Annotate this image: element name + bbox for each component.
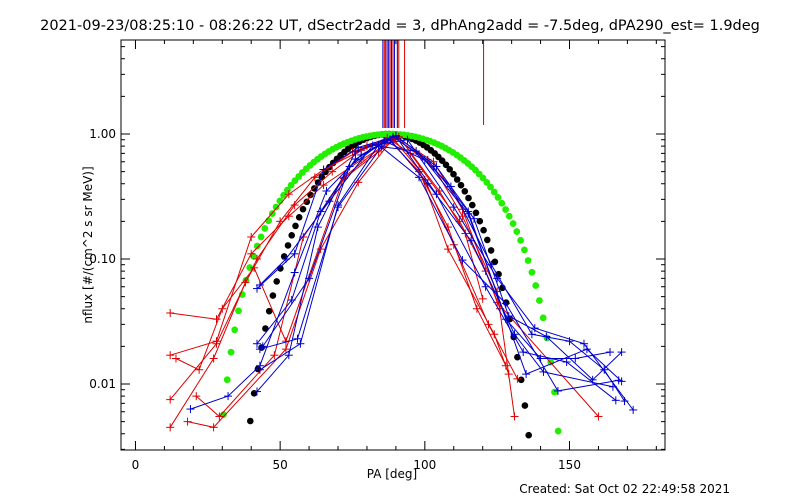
black-model-point <box>521 402 529 409</box>
x-tick-label: 100 <box>413 458 436 472</box>
green-model-point <box>250 252 257 260</box>
green-model-point <box>491 188 498 196</box>
red-series-line-5 <box>195 136 484 418</box>
green-model-point <box>287 181 295 189</box>
black-model-point <box>307 191 314 199</box>
x-tick-label: 150 <box>558 458 581 472</box>
green-model-point <box>521 246 528 254</box>
green-model-point <box>524 257 532 264</box>
black-model-point <box>450 170 457 178</box>
y-tick-label: 0.10 <box>89 252 116 266</box>
green-model-point <box>261 225 269 232</box>
black-model-point <box>457 181 465 189</box>
black-model-point <box>480 226 487 234</box>
x-tick-label: 0 <box>132 458 140 472</box>
black-model-point <box>453 176 461 183</box>
black-model-point <box>247 417 254 425</box>
black-model-point <box>265 307 273 315</box>
green-model-point <box>528 269 536 276</box>
green-model-point <box>483 179 491 186</box>
black-model-point <box>299 205 307 213</box>
green-model-point <box>554 427 562 435</box>
green-model-point <box>539 314 547 322</box>
green-model-point <box>517 237 524 244</box>
green-model-point <box>235 307 242 315</box>
green-model-point <box>272 203 280 211</box>
green-model-point <box>513 228 521 235</box>
green-model-point <box>536 297 543 304</box>
y-axis-label: nflux [#/(cm^2 s sr MeV)] <box>81 166 95 323</box>
green-model-point <box>276 197 284 205</box>
x-tick-label: 50 <box>273 458 288 472</box>
blue-series-line-1 <box>190 136 611 410</box>
plot-frame <box>120 39 666 451</box>
y-tick-label: 0.01 <box>89 377 116 391</box>
data-series <box>166 131 638 432</box>
green-model-point <box>265 217 272 224</box>
black-model-point <box>292 222 299 230</box>
black-model-point <box>472 209 480 217</box>
axes: 0 50 100 150 0.01 0.10 1.00 PA [deg] nflux [#/(c… <box>81 40 665 481</box>
black-model-point <box>273 278 281 285</box>
black-model-point <box>303 198 311 206</box>
green-model-point <box>479 174 487 182</box>
green-model-point <box>509 220 517 227</box>
green-model-point <box>223 376 231 384</box>
black-model-point <box>491 258 499 266</box>
black-model-point <box>461 188 469 195</box>
green-model-point <box>502 206 509 213</box>
green-model-point <box>532 282 539 289</box>
black-model-point <box>517 376 525 384</box>
black-model-point <box>484 236 491 244</box>
black-model-point <box>442 161 450 169</box>
black-model-point <box>446 166 454 173</box>
black-model-point <box>476 217 484 225</box>
chart-title: 2021-09-23/08:25:10 - 08:26:22 UT, dSect… <box>40 18 760 34</box>
green-model-point <box>506 212 513 220</box>
green-model-point <box>280 192 287 199</box>
green-model-point <box>257 233 265 241</box>
blue-series-line-6 <box>259 139 634 411</box>
created-timestamp: Created: Sat Oct 02 22:49:58 2021 <box>519 482 730 496</box>
green-model-point <box>246 264 254 271</box>
black-model-point <box>262 325 269 332</box>
black-model-point <box>288 232 296 239</box>
green-model-point <box>231 326 238 334</box>
green-model-point <box>291 177 299 184</box>
black-model-point <box>465 194 472 202</box>
blue-series-line-3 <box>256 135 617 401</box>
red-series-line-2 <box>170 136 599 417</box>
green-model-point <box>498 199 506 207</box>
model-curves <box>220 130 562 439</box>
black-model-point <box>269 292 277 299</box>
vertical-markers <box>382 40 485 128</box>
blue-series-line-2 <box>256 139 614 388</box>
blue-series-line-7 <box>259 146 625 402</box>
black-model-point <box>525 431 532 439</box>
x-axis-label: PA [deg] <box>367 467 417 481</box>
green-model-point <box>551 388 558 396</box>
green-model-point <box>227 348 235 356</box>
green-model-point <box>487 183 494 191</box>
black-model-point <box>295 214 303 221</box>
black-model-point <box>284 242 292 249</box>
black-model-point <box>487 247 495 254</box>
black-model-point <box>250 390 258 397</box>
red-series-line-7 <box>187 137 510 428</box>
green-model-point <box>494 194 502 201</box>
black-model-point <box>469 201 476 209</box>
green-model-point <box>253 242 261 250</box>
y-tick-label: 1.00 <box>89 127 116 141</box>
black-model-point <box>311 185 318 192</box>
